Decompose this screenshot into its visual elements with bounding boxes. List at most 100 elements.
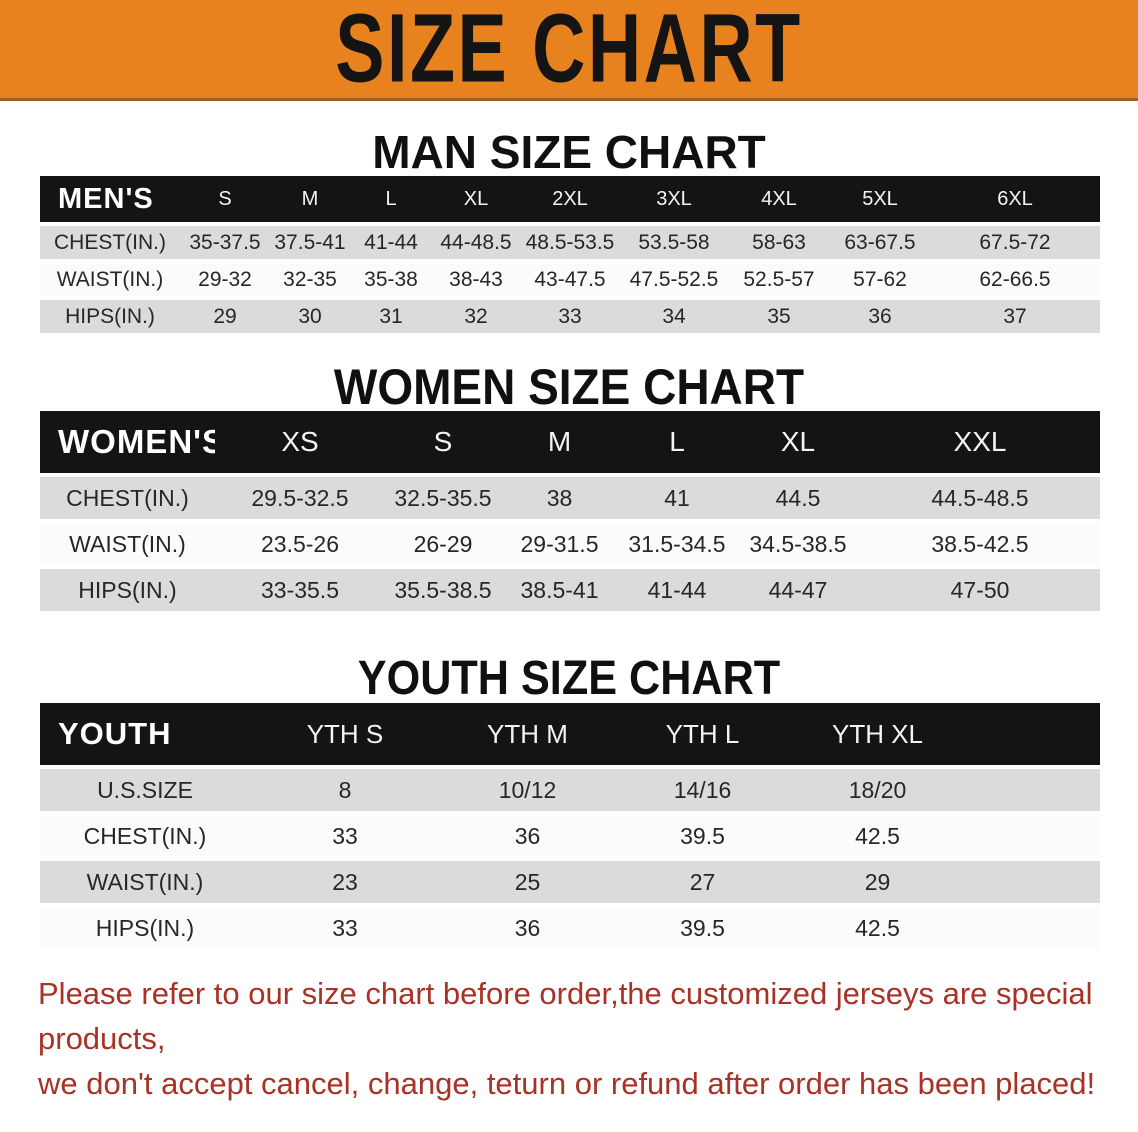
cell: 63-67.5 [830, 222, 930, 259]
disclaimer-line-1: Please refer to our size chart before or… [38, 976, 1093, 1056]
cell: 33 [520, 296, 620, 333]
cell: 25 [440, 857, 615, 903]
cell: 32 [432, 296, 520, 333]
men-size-header: S [180, 176, 270, 222]
youth-size-header: YTH L [615, 703, 790, 765]
women-size-header: L [618, 411, 736, 473]
women-size-header: XS [215, 411, 385, 473]
youth-waist-row: WAIST(IN.) 23 25 27 29 [40, 857, 1100, 903]
men-size-header: XL [432, 176, 520, 222]
cell: 34.5-38.5 [736, 519, 860, 565]
women-size-header: XXL [860, 411, 1100, 473]
youth-header-filler [965, 703, 1100, 765]
cell: 14/16 [615, 765, 790, 811]
cell: 33 [250, 811, 440, 857]
cell: 42.5 [790, 811, 965, 857]
cell: 41-44 [350, 222, 432, 259]
cell: 44-47 [736, 565, 860, 611]
men-chest-row: CHEST(IN.) 35-37.5 37.5-41 41-44 44-48.5… [40, 222, 1100, 259]
cell: 41 [618, 473, 736, 519]
men-size-header: 3XL [620, 176, 728, 222]
cell: 36 [440, 903, 615, 949]
cell: 32.5-35.5 [385, 473, 501, 519]
row-label: CHEST(IN.) [40, 222, 180, 259]
cell: 18/20 [790, 765, 965, 811]
cell: 44.5 [736, 473, 860, 519]
cell: 26-29 [385, 519, 501, 565]
cell: 37.5-41 [270, 222, 350, 259]
cell-filler [965, 857, 1100, 903]
row-label: HIPS(IN.) [40, 903, 250, 949]
women-waist-row: WAIST(IN.) 23.5-26 26-29 29-31.5 31.5-34… [40, 519, 1100, 565]
row-label: U.S.SIZE [40, 765, 250, 811]
cell: 10/12 [440, 765, 615, 811]
cell: 33 [250, 903, 440, 949]
cell: 38-43 [432, 259, 520, 296]
women-chest-row: CHEST(IN.) 29.5-32.5 32.5-35.5 38 41 44.… [40, 473, 1100, 519]
cell: 27 [615, 857, 790, 903]
cell: 31.5-34.5 [618, 519, 736, 565]
cell: 41-44 [618, 565, 736, 611]
cell: 29 [790, 857, 965, 903]
men-group-label: MEN'S [40, 176, 180, 222]
row-label: CHEST(IN.) [40, 473, 215, 519]
men-size-header: M [270, 176, 350, 222]
youth-size-header: YTH XL [790, 703, 965, 765]
cell: 29-31.5 [501, 519, 618, 565]
row-label: WAIST(IN.) [40, 519, 215, 565]
men-size-header: 2XL [520, 176, 620, 222]
cell: 44.5-48.5 [860, 473, 1100, 519]
row-label: WAIST(IN.) [40, 259, 180, 296]
men-size-header: 4XL [728, 176, 830, 222]
women-hips-row: HIPS(IN.) 33-35.5 35.5-38.5 38.5-41 41-4… [40, 565, 1100, 611]
women-section-heading: WOMEN SIZE CHART [333, 359, 805, 415]
cell: 23.5-26 [215, 519, 385, 565]
youth-ussize-row: U.S.SIZE 8 10/12 14/16 18/20 [40, 765, 1100, 811]
youth-header-row: YOUTH YTH S YTH M YTH L YTH XL [40, 703, 1100, 765]
cell: 29.5-32.5 [215, 473, 385, 519]
disclaimer-line-2: we don't accept cancel, change, teturn o… [38, 1066, 1096, 1101]
youth-hips-row: HIPS(IN.) 33 36 39.5 42.5 [40, 903, 1100, 949]
cell: 47.5-52.5 [620, 259, 728, 296]
men-section-heading: MAN SIZE CHART [372, 126, 766, 178]
women-header-row: WOMEN'S XS S M L XL XXL [40, 411, 1100, 473]
cell: 47-50 [860, 565, 1100, 611]
size-chart-banner: SIZE CHART [0, 0, 1138, 101]
cell: 31 [350, 296, 432, 333]
cell: 39.5 [615, 811, 790, 857]
cell: 35-38 [350, 259, 432, 296]
cell-filler [965, 811, 1100, 857]
cell: 57-62 [830, 259, 930, 296]
cell: 43-47.5 [520, 259, 620, 296]
cell: 44-48.5 [432, 222, 520, 259]
cell: 29 [180, 296, 270, 333]
row-label: HIPS(IN.) [40, 296, 180, 333]
cell: 39.5 [615, 903, 790, 949]
cell-filler [965, 765, 1100, 811]
row-label: HIPS(IN.) [40, 565, 215, 611]
men-size-header: 5XL [830, 176, 930, 222]
cell: 34 [620, 296, 728, 333]
men-size-table: MEN'S S M L XL 2XL 3XL 4XL 5XL 6XL CHEST… [40, 176, 1100, 333]
men-header-row: MEN'S S M L XL 2XL 3XL 4XL 5XL 6XL [40, 176, 1100, 222]
cell: 36 [440, 811, 615, 857]
women-size-header: S [385, 411, 501, 473]
men-size-header: L [350, 176, 432, 222]
disclaimer-text: Please refer to our size chart before or… [38, 971, 1118, 1106]
cell: 38.5-42.5 [860, 519, 1100, 565]
cell: 32-35 [270, 259, 350, 296]
cell: 58-63 [728, 222, 830, 259]
women-size-header: XL [736, 411, 860, 473]
cell: 62-66.5 [930, 259, 1100, 296]
men-hips-row: HIPS(IN.) 29 30 31 32 33 34 35 36 37 [40, 296, 1100, 333]
cell: 33-35.5 [215, 565, 385, 611]
cell: 38 [501, 473, 618, 519]
cell: 8 [250, 765, 440, 811]
cell: 30 [270, 296, 350, 333]
cell: 35-37.5 [180, 222, 270, 259]
cell: 35.5-38.5 [385, 565, 501, 611]
youth-size-table: YOUTH YTH S YTH M YTH L YTH XL U.S.SIZE … [40, 703, 1100, 949]
cell: 38.5-41 [501, 565, 618, 611]
cell: 37 [930, 296, 1100, 333]
cell: 42.5 [790, 903, 965, 949]
